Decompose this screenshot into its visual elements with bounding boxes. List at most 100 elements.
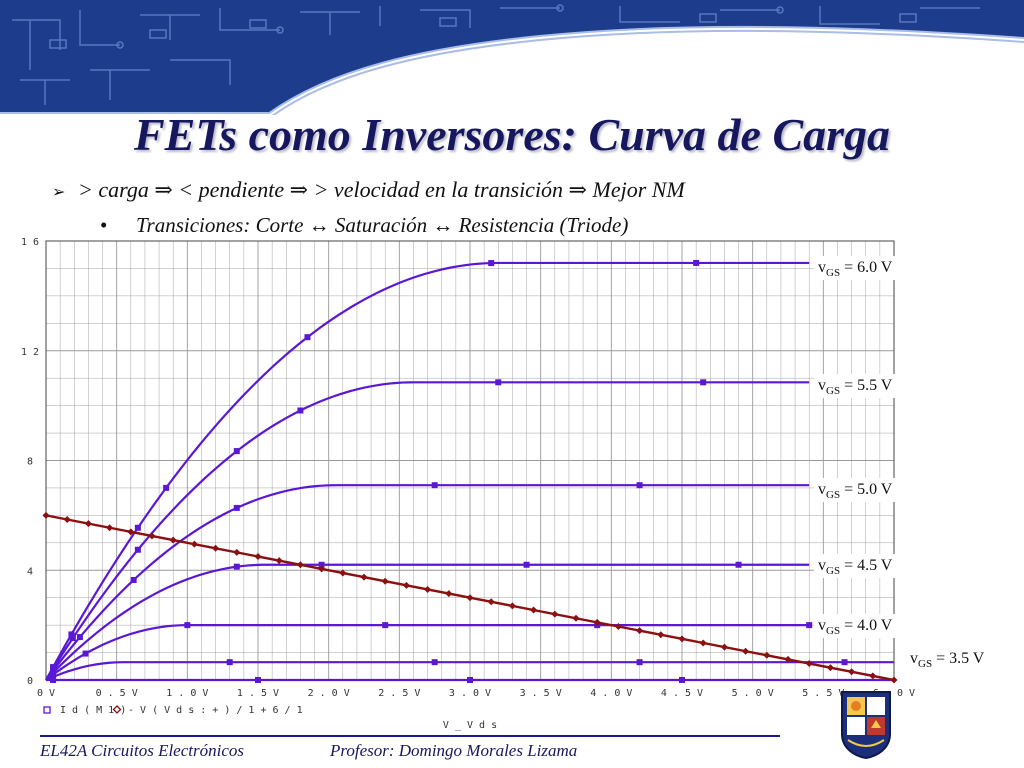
- x-tick-label: 4 . 5 V: [661, 688, 703, 699]
- diamond-marker: [63, 515, 71, 523]
- diamond-marker: [254, 553, 262, 561]
- square-marker: [134, 546, 141, 553]
- legend-id-label: I d ( M 1 ): [60, 705, 126, 716]
- square-marker: [523, 561, 530, 568]
- diamond-marker: [826, 664, 834, 672]
- diamond-marker: [805, 660, 813, 668]
- square-marker: [806, 622, 813, 629]
- curve-label-vgs-6.0: vGS = 6.0 V: [818, 259, 893, 279]
- square-marker: [134, 524, 141, 531]
- curve-vGS-3.5-V: [45, 661, 894, 682]
- footer-course: EL42A Circuitos Electrónicos: [40, 741, 244, 760]
- square-marker: [76, 634, 83, 641]
- square-marker: [184, 622, 191, 629]
- diamond-marker: [424, 585, 432, 593]
- square-marker: [636, 482, 643, 489]
- legend-square-icon: [43, 706, 51, 714]
- x-tick-label: 1 . 0 V: [166, 688, 208, 699]
- diamond-marker: [42, 511, 50, 519]
- square-marker: [226, 659, 233, 666]
- university-crest-icon: [841, 691, 891, 760]
- bullet-transitions-text: Transiciones: Corte ↔ Saturación ↔ Resis…: [136, 213, 629, 237]
- square-marker: [82, 650, 89, 657]
- diamond-marker: [530, 606, 538, 614]
- arrow-bullet-icon: ➢: [52, 184, 66, 201]
- diamond-marker: [699, 639, 707, 647]
- legend-load-label: - V ( V d s : + ) / 1 + 6 / 1: [128, 705, 303, 716]
- curve-vGS-5.5-V: [45, 381, 810, 681]
- diamond-marker: [551, 610, 559, 618]
- circuit-banner: [0, 0, 1024, 115]
- square-marker: [304, 334, 311, 341]
- square-marker: [50, 677, 57, 683]
- diamond-marker: [106, 524, 114, 532]
- square-marker: [233, 563, 240, 570]
- diamond-marker: [657, 631, 665, 639]
- legend-diamond-icon: [112, 705, 122, 714]
- square-marker: [255, 677, 261, 683]
- diamond-marker: [848, 668, 856, 676]
- x-axis-label: V _ V d s: [443, 720, 497, 731]
- square-marker: [130, 576, 137, 583]
- square-marker: [467, 677, 473, 683]
- footer-professor: Profesor: Domingo Morales Lizama: [330, 741, 578, 760]
- square-marker: [841, 659, 848, 666]
- x-tick-label: 2 . 0 V: [308, 688, 350, 699]
- diamond-marker: [572, 614, 580, 622]
- diamond-marker: [763, 651, 771, 659]
- diamond-marker: [784, 655, 792, 663]
- bullet-load-text: > carga ⇒ < pendiente ⇒ > velocidad en l…: [78, 177, 685, 202]
- diamond-marker: [508, 602, 516, 610]
- curve-label-bg: [814, 256, 912, 280]
- square-marker: [233, 448, 240, 455]
- x-tick-label: 1 . 5 V: [237, 688, 279, 699]
- diamond-marker: [148, 532, 156, 540]
- x-tick-label: 0 V: [37, 688, 55, 699]
- curve-label-vgs-3.5: vGS = 3.5 V: [910, 650, 985, 670]
- x-tick-label: 3 . 0 V: [449, 688, 491, 699]
- diamond-marker: [296, 561, 304, 569]
- square-marker: [163, 484, 170, 491]
- curve-label-bg: [814, 478, 912, 502]
- x-tick-label: 4 . 0 V: [590, 688, 632, 699]
- bullet-load: ➢ > carga ⇒ < pendiente ⇒ > velocidad en …: [52, 177, 685, 203]
- square-marker: [50, 673, 57, 680]
- diamond-marker: [127, 528, 135, 536]
- square-marker: [297, 407, 304, 414]
- x-tick-label: 5 . 0 V: [732, 688, 774, 699]
- y-tick-label: 8: [27, 457, 33, 468]
- diamond-marker: [466, 594, 474, 602]
- id-vds-chart: 0 V 0 . 5 V 1 . 0 V 1 . 5 V 2 . 0 V 2 . 5 V 3 …: [21, 237, 1004, 731]
- curve-vGS-5.0-V: [45, 484, 810, 681]
- curve-label-bg: [814, 614, 912, 638]
- diamond-marker: [487, 598, 495, 606]
- square-marker: [431, 482, 438, 489]
- y-tick-label: 1 2: [21, 347, 39, 358]
- diamond-marker: [212, 544, 220, 552]
- diamond-marker: [190, 540, 198, 548]
- square-marker: [700, 379, 707, 386]
- diamond-marker: [593, 618, 601, 626]
- square-marker: [679, 677, 685, 683]
- square-marker: [735, 561, 742, 568]
- curve-label-vgs-5.0: vGS = 5.0 V: [818, 481, 893, 501]
- diamond-marker: [275, 557, 283, 565]
- diamond-marker: [678, 635, 686, 643]
- curve-label-bg: [814, 374, 912, 398]
- footer-divider: [40, 735, 780, 737]
- square-marker: [233, 504, 240, 511]
- square-marker: [68, 631, 75, 638]
- square-marker: [693, 259, 700, 266]
- square-marker: [495, 379, 502, 386]
- curve-vGS-4.0-V: [45, 624, 810, 681]
- curve-label-vgs-4.0: vGS = 4.0 V: [818, 617, 893, 637]
- x-tick-label: 5 . 5 V: [802, 688, 844, 699]
- square-marker: [318, 561, 325, 568]
- diamond-marker: [614, 622, 622, 630]
- x-tick-label: 6 . 0 V: [873, 688, 915, 699]
- diamond-marker: [339, 569, 347, 577]
- curve-vGS-6.0-V: [45, 261, 810, 681]
- curve-label-vgs-4.5: vGS = 4.5 V: [818, 557, 893, 577]
- square-marker: [636, 659, 643, 666]
- square-marker: [69, 635, 76, 642]
